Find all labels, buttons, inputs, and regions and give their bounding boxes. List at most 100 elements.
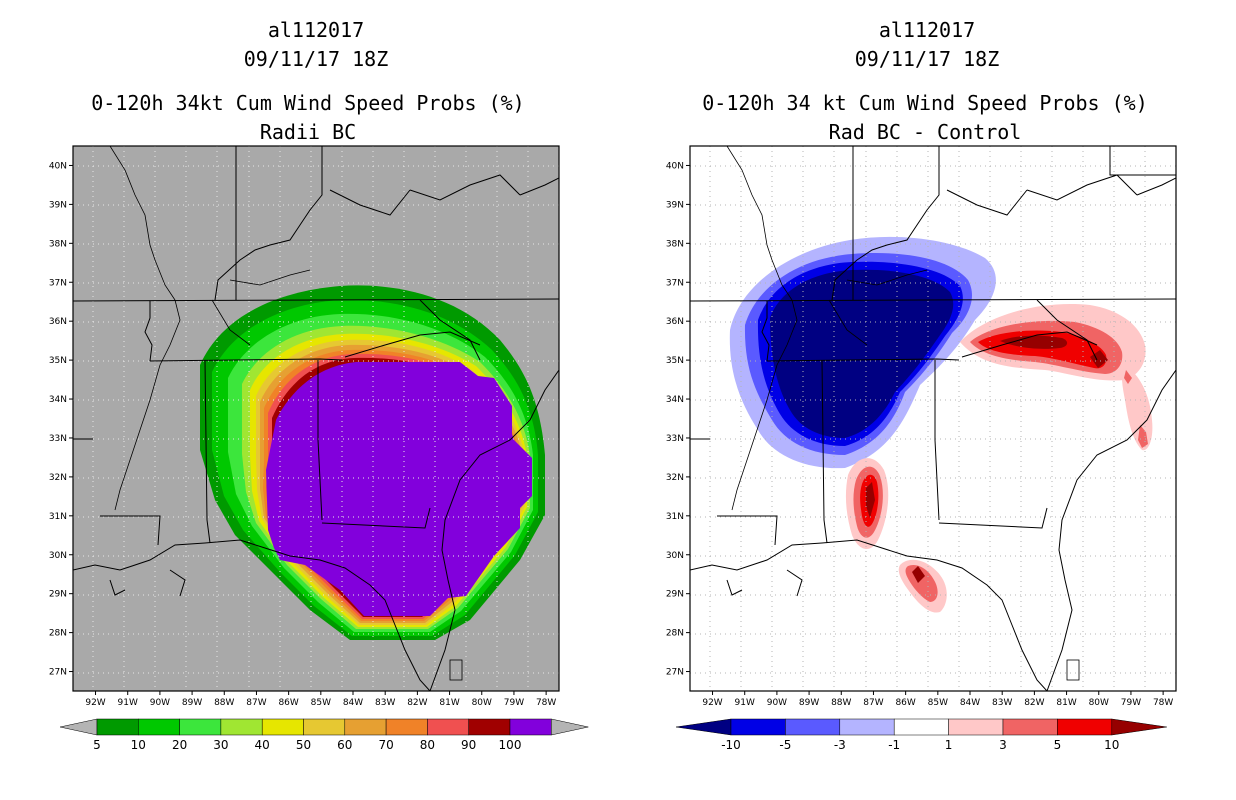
left-x-tick-label: 86W xyxy=(278,698,298,708)
left-x-tick-label: 92W xyxy=(85,698,105,708)
right-x-tick-label: 88W xyxy=(831,698,851,708)
diff-positive-10-gulf xyxy=(912,566,925,583)
left-colorbar-label: 50 xyxy=(296,738,311,752)
right-state-boundaries xyxy=(690,146,1176,546)
left-colorbar-label: 10 xyxy=(131,738,146,752)
left-y-tick-label: 37N xyxy=(49,278,67,288)
right-x-tick-label: 78W xyxy=(1153,698,1173,708)
left-colorbar-cell xyxy=(303,718,346,736)
right-x-tick-label: 86W xyxy=(895,698,915,708)
right-y-tick-label: 30N xyxy=(666,551,684,561)
right-y-tick-label: 35N xyxy=(666,356,684,366)
left-y-tick-label: 35N xyxy=(49,356,67,366)
left-y-tick-label: 39N xyxy=(49,200,67,210)
right-x-tick-label: 91W xyxy=(735,698,755,708)
diff-positive-10-north xyxy=(1000,335,1068,349)
left-x-tick-label: 89W xyxy=(182,698,202,708)
right-x-tick-label: 85W xyxy=(928,698,948,708)
left-x-tick-label: 79W xyxy=(504,698,524,708)
right-colorbar-cell xyxy=(1057,718,1113,736)
right-y-tick-label: 31N xyxy=(666,512,684,522)
left-probability-field xyxy=(200,285,545,640)
left-x-tick-label: 88W xyxy=(214,698,234,708)
left-x-tick-label: 78W xyxy=(536,698,556,708)
right-rivers xyxy=(726,146,928,511)
left-x-tick-label: 82W xyxy=(407,698,427,708)
left-x-tick-label: 91W xyxy=(118,698,138,708)
right-colorbar-label: -10 xyxy=(721,738,741,752)
left-colorbar-cell xyxy=(427,718,469,736)
left-plot-frame xyxy=(72,145,560,692)
left-storm-id: al112017 xyxy=(268,18,364,42)
right-colorbar-low-arrow xyxy=(675,718,732,736)
left-y-tick-label: 38N xyxy=(49,239,67,249)
right-x-tick-label: 87W xyxy=(863,698,883,708)
right-panel: al112017 09/11/17 18Z 0-120h 34 kt Cum W… xyxy=(666,18,1177,752)
left-coastline xyxy=(73,369,559,691)
left-colorbar: 5 10 20 30 40 50 60 70 80 90 100 xyxy=(59,718,589,752)
right-y-tick-label: 27N xyxy=(666,668,684,678)
left-lake-okeechobee xyxy=(449,659,463,681)
right-y-tick-label: 32N xyxy=(666,473,684,483)
left-y-tick-label: 32N xyxy=(49,473,67,483)
right-x-tick-label: 84W xyxy=(960,698,980,708)
left-y-tick-label: 30N xyxy=(49,551,67,561)
left-y-tick-label: 33N xyxy=(49,434,67,444)
right-x-tick-label: 79W xyxy=(1121,698,1141,708)
right-colorbar-cell xyxy=(785,718,841,736)
left-y-tick-label: 27N xyxy=(49,668,67,678)
right-y-tick-label: 39N xyxy=(666,200,684,210)
right-datetime: 09/11/17 18Z xyxy=(855,47,1000,71)
diff-positive-3-sc2 xyxy=(1124,370,1132,384)
right-colorbar-label: -5 xyxy=(779,738,791,752)
right-colorbar-label: 5 xyxy=(1054,738,1062,752)
left-y-tick-label: 40N xyxy=(49,161,67,171)
left-x-tick-label: 85W xyxy=(311,698,331,708)
left-x-tick-label: 80W xyxy=(472,698,492,708)
left-subtitle: Radii BC xyxy=(260,120,356,144)
left-x-tick-label: 87W xyxy=(246,698,266,708)
right-colorbar-label: 1 xyxy=(945,738,953,752)
left-state-boundaries xyxy=(73,146,559,546)
right-colorbar-label: 3 xyxy=(999,738,1007,752)
right-colorbar-cell xyxy=(1002,718,1058,736)
right-colorbar-cell xyxy=(839,718,895,736)
left-colorbar-cell xyxy=(96,718,139,736)
right-x-tick-label: 83W xyxy=(992,698,1012,708)
left-colorbar-low-arrow xyxy=(59,718,98,736)
diff-positive-sc-coast xyxy=(1121,365,1153,451)
left-colorbar-cell xyxy=(138,718,180,736)
diff-negative-10 xyxy=(770,269,954,438)
left-colorbar-high-arrow xyxy=(551,718,589,736)
right-colorbar-cell xyxy=(948,718,1004,736)
right-colorbar-label: -1 xyxy=(888,738,900,752)
right-lake-okeechobee xyxy=(1066,659,1080,681)
left-colorbar-label: 90 xyxy=(461,738,476,752)
right-x-tick-label: 92W xyxy=(702,698,722,708)
right-y-tick-label: 29N xyxy=(666,590,684,600)
right-subtitle: Rad BC - Control xyxy=(829,120,1022,144)
right-plot-frame xyxy=(689,145,1177,692)
left-rivers xyxy=(109,146,311,511)
right-x-tick-label: 82W xyxy=(1024,698,1044,708)
right-colorbar-high-arrow xyxy=(1111,718,1167,736)
right-y-tick-label: 37N xyxy=(666,278,684,288)
right-colorbar-label: 10 xyxy=(1104,738,1119,752)
right-y-tick-label: 34N xyxy=(666,395,684,405)
right-y-tick-label: 38N xyxy=(666,239,684,249)
left-colorbar-label: 60 xyxy=(337,738,352,752)
right-y-tick-label: 33N xyxy=(666,434,684,444)
left-title: 0-120h 34kt Cum Wind Speed Probs (%) xyxy=(91,91,524,115)
left-x-tick-label: 83W xyxy=(375,698,395,708)
right-y-tick-label: 40N xyxy=(666,161,684,171)
left-colorbar-cell xyxy=(261,718,304,736)
right-x-tick-label: 80W xyxy=(1089,698,1109,708)
right-colorbar-label: -3 xyxy=(834,738,846,752)
diff-positive-max-fl xyxy=(866,482,875,518)
left-colorbar-label: 70 xyxy=(378,738,393,752)
left-y-tick-label: 34N xyxy=(49,395,67,405)
left-colorbar-cell xyxy=(509,718,552,736)
right-x-tick-label: 89W xyxy=(799,698,819,708)
left-colorbar-cell xyxy=(220,718,263,736)
